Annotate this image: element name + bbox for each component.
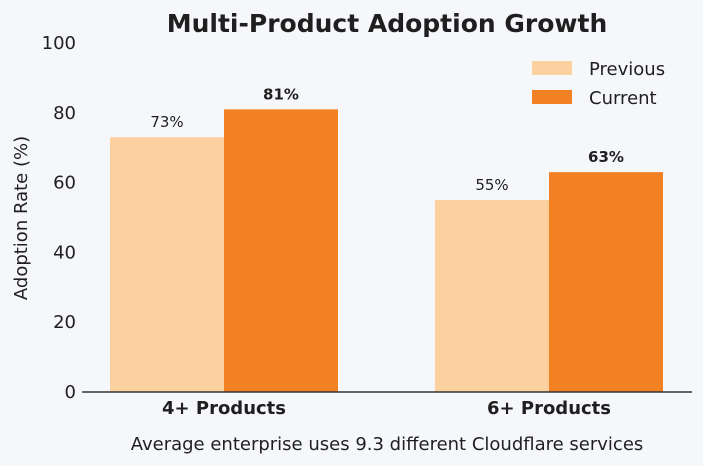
chart-caption: Average enterprise uses 9.3 different Cl… [131,434,644,455]
legend-swatch-previous [532,61,572,75]
legend: Previous Current [532,59,665,109]
bar-value-label: 55% [475,176,508,194]
y-tick-label: 20 [53,312,76,333]
bar-value-label: 63% [588,148,624,166]
bar-current [224,109,338,392]
y-axis-label: Adoption Rate (%) [11,136,32,300]
legend-label-previous: Previous [589,59,665,80]
y-axis-ticks: 0 20 40 60 80 100 [42,33,76,403]
legend-label-current: Current [589,88,657,109]
legend-swatch-current [532,90,572,104]
bar-current [549,172,663,392]
bar-labels: 73% 55% 81% 63% [150,85,624,194]
chart-title: Multi-Product Adoption Growth [167,9,608,38]
y-tick-label: 100 [42,33,76,54]
y-tick-label: 0 [65,382,76,403]
bar-previous [435,200,549,392]
x-tick-label: 6+ Products [487,398,611,419]
y-tick-label: 60 [53,173,76,194]
x-axis-ticks: 4+ Products 6+ Products [162,398,611,419]
bar-value-label: 81% [263,85,299,103]
x-tick-label: 4+ Products [162,398,286,419]
bar-previous [110,137,224,392]
y-tick-label: 80 [53,103,76,124]
bar-value-label: 73% [150,113,183,131]
y-tick-label: 40 [53,242,76,263]
bars [110,109,663,392]
